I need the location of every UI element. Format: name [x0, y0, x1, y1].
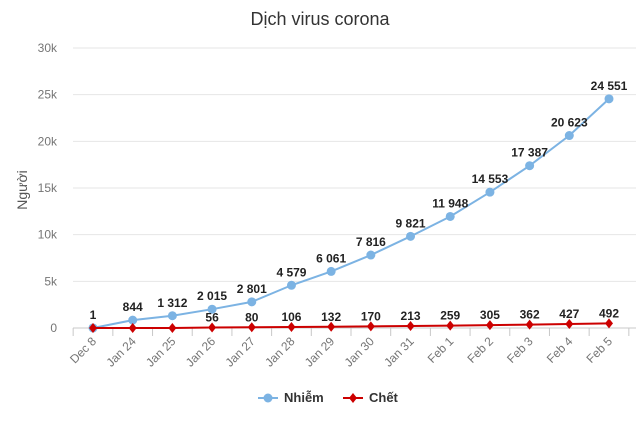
data-point [167, 311, 177, 321]
x-tick-label: Feb 4 [544, 334, 576, 366]
legend-item[interactable]: Chết [343, 390, 399, 405]
data-label: 6 061 [316, 251, 346, 265]
x-tick-label: Feb 2 [464, 334, 496, 366]
y-tick-label: 25k [38, 88, 58, 102]
data-point [406, 231, 416, 241]
x-tick-label: Feb 1 [425, 334, 457, 366]
data-label: 844 [123, 300, 143, 314]
data-point [445, 211, 455, 221]
diamond-icon [349, 393, 357, 403]
legend-item[interactable]: Nhiễm [258, 390, 324, 405]
data-point [208, 322, 217, 333]
data-point [485, 187, 495, 197]
data-label: 11 948 [432, 196, 468, 210]
data-point [247, 297, 257, 307]
data-label: 17 387 [511, 146, 548, 160]
data-label: 7 816 [356, 235, 386, 249]
data-point [564, 131, 574, 141]
data-label: 362 [520, 308, 540, 322]
data-point [128, 323, 137, 333]
x-tick-label: Feb 5 [584, 334, 616, 366]
data-label: 4 579 [276, 265, 306, 279]
x-tick-label: Feb 3 [504, 334, 536, 366]
x-tick-label: Jan 30 [342, 334, 378, 370]
x-tick-label: Dec 8 [67, 334, 99, 366]
data-point [89, 323, 97, 333]
y-tick-label: 10k [38, 228, 58, 242]
series-line-1 [93, 322, 610, 329]
data-label: 2 015 [197, 289, 227, 303]
x-tick-label: Jan 29 [302, 334, 338, 370]
data-label: 20 623 [551, 116, 588, 130]
data-point [605, 318, 613, 329]
data-label: 259 [440, 309, 460, 323]
legend-label: Chết [369, 390, 399, 405]
series-line-0 [92, 98, 610, 329]
data-point [446, 320, 455, 331]
data-point [327, 321, 336, 332]
legend-label: Nhiễm [284, 390, 324, 405]
data-label: 24 551 [591, 79, 628, 93]
data-point [406, 321, 415, 332]
data-label: 14 553 [472, 172, 509, 186]
data-point [326, 266, 336, 276]
data-label: 1 312 [157, 296, 187, 310]
data-label: 427 [559, 307, 579, 321]
data-point [565, 319, 574, 330]
data-point [207, 304, 217, 314]
data-point [168, 323, 177, 333]
x-tick-label: Jan 26 [183, 334, 219, 370]
x-tick-label: Jan 24 [103, 334, 139, 370]
x-tick-label: Jan 25 [143, 334, 179, 370]
data-label: 170 [361, 309, 381, 323]
data-point [247, 322, 256, 333]
y-axis-label: Người [14, 170, 30, 210]
x-tick-label: Jan 27 [223, 334, 259, 370]
data-label: 80 [245, 310, 259, 324]
data-point [128, 315, 138, 325]
data-point [525, 161, 535, 171]
data-point [366, 321, 375, 332]
data-label: 492 [599, 306, 619, 320]
y-tick-label: 5k [44, 274, 58, 288]
data-label: 132 [321, 310, 341, 324]
y-tick-label: 20k [38, 134, 58, 148]
data-label: 106 [281, 310, 301, 324]
data-label: 1 [90, 308, 97, 322]
y-tick-label: 0 [50, 321, 57, 335]
data-point [366, 250, 376, 260]
y-tick-label: 30k [38, 41, 58, 55]
data-label: 305 [480, 308, 500, 322]
data-point [485, 320, 494, 331]
data-point [525, 319, 534, 330]
data-label: 56 [205, 310, 219, 324]
data-point [604, 94, 614, 104]
data-label: 2 801 [237, 282, 267, 296]
x-tick-label: Jan 31 [381, 334, 417, 370]
data-label: 9 821 [396, 216, 426, 230]
data-point [287, 322, 296, 333]
circle-icon [263, 393, 273, 403]
chart-title: Dịch virus corona [250, 9, 390, 29]
x-tick-label: Jan 28 [262, 334, 298, 370]
data-label: 213 [401, 309, 421, 323]
y-tick-label: 15k [38, 181, 58, 195]
data-point [286, 280, 296, 290]
